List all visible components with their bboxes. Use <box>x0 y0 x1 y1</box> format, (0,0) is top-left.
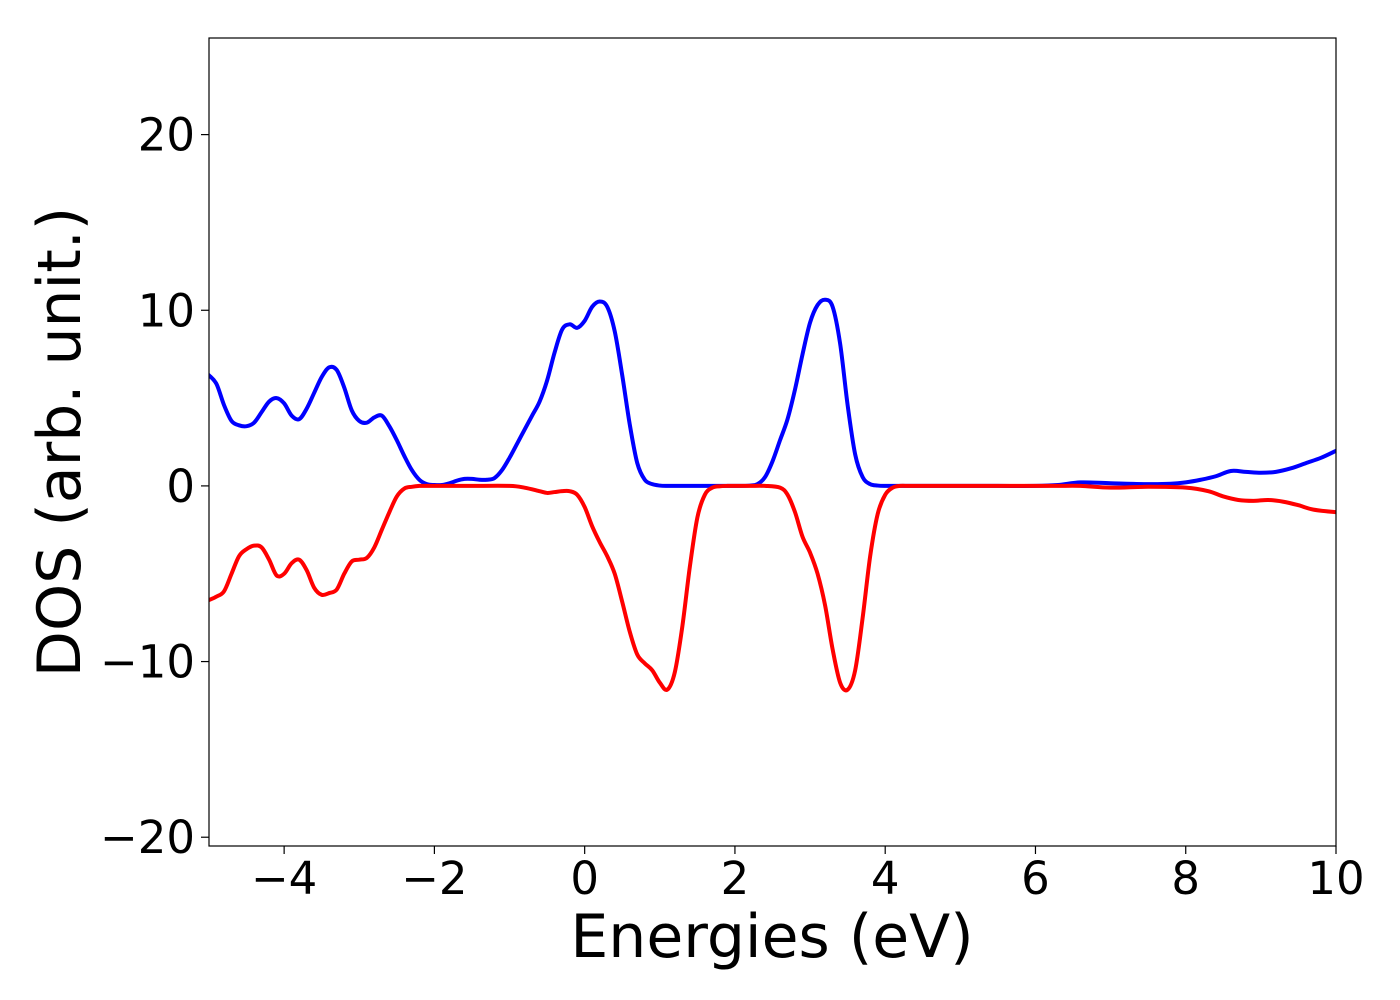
series-line-spin-down <box>209 483 1336 693</box>
x-tick-label: 0 <box>570 852 599 905</box>
x-axis-label: Energies (eV) <box>570 902 973 972</box>
x-tick-label: 4 <box>871 852 900 905</box>
x-tick-label: 10 <box>1307 852 1364 905</box>
y-tick-label: −20 <box>100 811 195 864</box>
x-tick-label: −2 <box>401 852 467 905</box>
x-tick-label: 2 <box>721 852 750 905</box>
y-tick-label: 0 <box>166 460 195 513</box>
y-tick-label: 20 <box>138 109 195 162</box>
y-axis-label: DOS (arb. unit.) <box>25 207 95 677</box>
x-tick-label: 8 <box>1171 852 1200 905</box>
y-tick-label: 10 <box>138 284 195 337</box>
x-tick-label: −4 <box>251 852 317 905</box>
x-axis: −4 −2 0 2 4 6 8 10 <box>251 846 1365 905</box>
series-lines <box>209 297 1336 693</box>
y-axis: −20 −10 0 10 20 <box>100 109 209 864</box>
x-tick-label: 6 <box>1021 852 1050 905</box>
plot-frame <box>208 37 1337 847</box>
plot-area <box>209 38 1336 846</box>
y-tick-label: −10 <box>100 636 195 689</box>
